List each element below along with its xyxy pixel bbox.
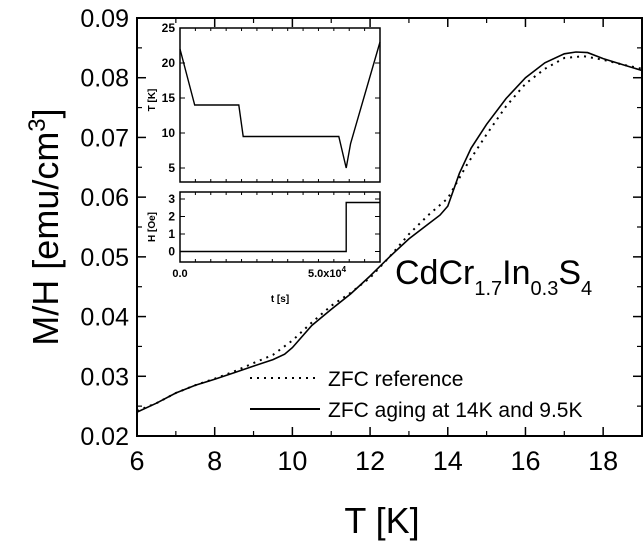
inset-temperature-y-tick-label: 10 bbox=[162, 126, 176, 140]
y-tick-label: 0.04 bbox=[80, 304, 129, 332]
x-tick-label: 8 bbox=[207, 446, 222, 476]
inset-field-series bbox=[180, 201, 380, 253]
x-tick-label: 12 bbox=[355, 446, 385, 476]
y-tick-label: 0.03 bbox=[80, 363, 129, 391]
y-tick-label: 0.08 bbox=[80, 65, 129, 93]
inset-temperature-tick-labels: 5 10 15 20 25 bbox=[162, 21, 176, 175]
series-zfc-aging bbox=[136, 51, 643, 413]
inset-temperature-y-tick-label: 25 bbox=[162, 21, 176, 35]
y-axis-title: M/H [emu/cm3] bbox=[24, 108, 67, 345]
x-tick-label: 16 bbox=[510, 446, 540, 476]
inset-field-x-tick-label-base: 5.0x10 bbox=[308, 268, 342, 280]
main-series bbox=[136, 51, 643, 413]
formula-sub3: 4 bbox=[581, 278, 592, 300]
main-ticks bbox=[136, 17, 642, 437]
y-tick-label: 0.07 bbox=[80, 124, 129, 152]
inset-temperature-ylabel: T [K] bbox=[147, 89, 158, 112]
x-tick-label: 18 bbox=[588, 446, 618, 476]
legend-label-aging: ZFC aging at 14K and 9.5K bbox=[328, 399, 583, 422]
y-axis-title-close: ] bbox=[25, 108, 66, 118]
inset-field-y-tick-label: 1 bbox=[168, 227, 175, 241]
inset-temperature-y-tick-label: 20 bbox=[162, 56, 176, 70]
main-x-tick-labels: 6 8 10 12 14 16 18 bbox=[129, 446, 618, 476]
inset-temperature-ticks bbox=[179, 27, 381, 182]
y-axis-title-sup: 3 bbox=[24, 118, 51, 131]
inset-field-line bbox=[180, 201, 380, 253]
formula-mid: In bbox=[502, 254, 530, 292]
inset-field-ylabel: H [Oe] bbox=[147, 212, 158, 242]
inset-field-xlabel: t [s] bbox=[271, 294, 289, 305]
inset-temperature-y-tick-label: 15 bbox=[162, 91, 176, 105]
y-tick-label: 0.06 bbox=[80, 184, 129, 212]
legend: ZFC reference ZFC aging at 14K and 9.5K bbox=[250, 368, 583, 422]
main-y-tick-labels: 0.02 0.03 0.04 0.05 0.06 0.07 0.08 0.09 bbox=[80, 5, 129, 451]
inset-field-y-tick-label: 3 bbox=[168, 192, 175, 206]
inset-field-y-tick-label: 0 bbox=[168, 245, 175, 259]
formula-sub1: 1.7 bbox=[474, 278, 502, 300]
legend-label-reference: ZFC reference bbox=[328, 368, 463, 391]
compound-annotation: CdCr1.7In0.3S4 bbox=[395, 254, 592, 300]
inset-field-y-tick-label: 2 bbox=[168, 210, 175, 224]
inset-field-ticks bbox=[179, 192, 381, 262]
inset-field-x-tick-label-zero: 0.0 bbox=[172, 268, 187, 280]
y-tick-label: 0.09 bbox=[80, 5, 129, 33]
y-tick-label: 0.02 bbox=[80, 423, 129, 451]
x-tick-label: 6 bbox=[129, 446, 144, 476]
y-axis-title-main: M/H [emu/cm bbox=[25, 132, 66, 346]
inset-temperature-series bbox=[179, 41, 381, 169]
x-tick-label: 10 bbox=[277, 446, 307, 476]
inset-temperature-y-tick-label: 5 bbox=[168, 161, 175, 175]
x-axis-title: T [K] bbox=[344, 500, 419, 541]
formula-sub2: 0.3 bbox=[531, 278, 559, 300]
inset-field-tick-labels: 0 1 2 3 0.0 5.0x104 bbox=[168, 192, 346, 280]
formula-end: S bbox=[558, 254, 581, 292]
y-tick-label: 0.05 bbox=[80, 244, 129, 272]
inset-field-x-tick-label-5e4: 5.0x104 bbox=[308, 265, 347, 280]
inset-field-x-tick-label-exp: 4 bbox=[342, 265, 347, 274]
inset-temperature-line bbox=[179, 41, 381, 169]
formula-base: CdCr bbox=[395, 254, 474, 292]
x-tick-label: 14 bbox=[433, 446, 463, 476]
